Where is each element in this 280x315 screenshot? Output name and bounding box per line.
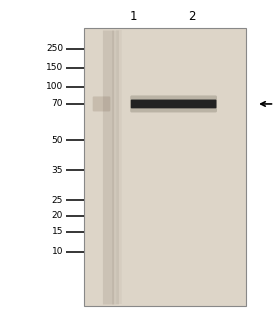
Text: 20: 20: [52, 211, 63, 220]
Text: 2: 2: [188, 10, 195, 23]
Text: 10: 10: [52, 248, 63, 256]
Text: 25: 25: [52, 196, 63, 204]
Text: 150: 150: [46, 63, 63, 72]
Text: 250: 250: [46, 44, 63, 53]
Text: 1: 1: [129, 10, 137, 23]
Text: 100: 100: [46, 82, 63, 91]
Text: 50: 50: [52, 136, 63, 145]
FancyBboxPatch shape: [131, 100, 216, 108]
Text: 15: 15: [52, 227, 63, 236]
Text: 70: 70: [52, 100, 63, 108]
Text: 35: 35: [52, 166, 63, 175]
FancyBboxPatch shape: [93, 96, 110, 112]
Bar: [84, 28, 246, 306]
FancyBboxPatch shape: [130, 95, 217, 112]
